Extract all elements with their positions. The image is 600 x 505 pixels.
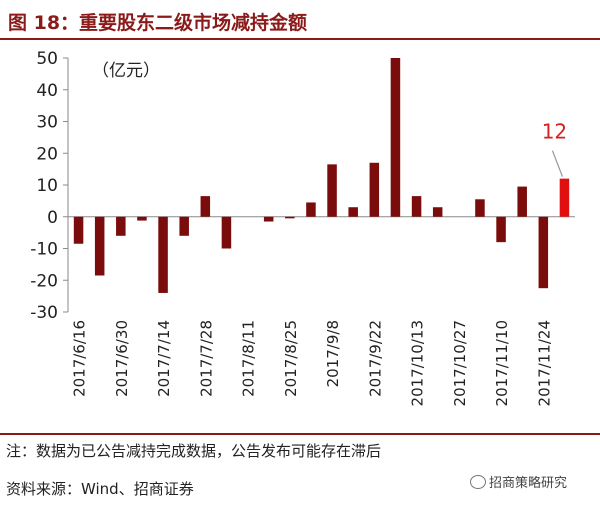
x-tick-label: 2017/9/8: [324, 320, 342, 387]
x-tick-label: 2017/8/25: [282, 320, 300, 397]
bar: [137, 216, 147, 221]
bar: [306, 202, 316, 217]
bar: [179, 216, 189, 236]
bar: [158, 216, 168, 293]
figure-source: 资料来源：Wind、招商证券: [6, 480, 194, 498]
bar: [517, 186, 527, 217]
y-tick-label: -30: [30, 303, 58, 323]
bar: [475, 199, 485, 217]
x-tick-label: 2017/7/28: [197, 320, 215, 397]
bar-chart: 50 40 30 20 10 0 -10 -20 -30 （亿元） 2017/6/16 2017/6/…: [30, 49, 575, 406]
y-tick-label: -10: [30, 240, 58, 260]
bar: [327, 164, 337, 217]
bar: [200, 196, 211, 217]
annotation-leader: [551, 150, 563, 177]
bar: [94, 216, 105, 276]
bar: [116, 216, 126, 236]
y-unit-label: （亿元）: [92, 61, 160, 81]
bar: [285, 216, 295, 219]
x-tick-label: 2017/6/16: [71, 320, 89, 397]
watermark-text: 招商策略研究: [489, 476, 568, 491]
bar: [559, 178, 570, 217]
y-tick-label: 10: [36, 176, 58, 196]
footer-divider: [0, 433, 600, 435]
wechat-icon: [470, 475, 486, 489]
title-divider: [0, 38, 600, 40]
bar: [432, 207, 443, 217]
x-tick-label: 2017/10/27: [451, 320, 469, 406]
bar: [411, 196, 422, 217]
x-tick-label: 2017/11/24: [535, 320, 553, 406]
bar: [538, 216, 549, 289]
y-tick-label: -20: [30, 271, 58, 291]
title-bar: 图 18：重要股东二级市场减持金额: [0, 0, 600, 40]
data-label-last: 12: [542, 120, 567, 144]
bar: [73, 216, 84, 244]
x-tick-label: 2017/7/14: [155, 320, 173, 397]
watermark: 招商策略研究: [470, 472, 567, 491]
bar: [369, 162, 380, 217]
y-tick-label: 40: [36, 81, 58, 101]
y-tick-label: 30: [36, 113, 58, 133]
bar: [263, 216, 274, 222]
x-tick-label: 2017/6/30: [113, 320, 131, 397]
bar: [348, 207, 358, 217]
bar: [221, 216, 232, 249]
bar: [390, 58, 401, 217]
y-tick-label: 50: [36, 49, 58, 69]
figure-title: 图 18：重要股东二级市场减持金额: [8, 12, 308, 34]
figure-note: 注：数据为已公告减持完成数据，公告发布可能存在滞后: [6, 442, 382, 460]
y-tick-label: 20: [36, 144, 58, 164]
x-tick-label: 2017/8/11: [240, 320, 258, 397]
x-tick-label: 2017/11/10: [493, 320, 511, 406]
x-tick-label: 2017/9/22: [366, 320, 384, 397]
x-tick-label: 2017/10/13: [409, 320, 427, 406]
y-tick-label: 0: [47, 208, 58, 228]
bar: [496, 216, 506, 243]
